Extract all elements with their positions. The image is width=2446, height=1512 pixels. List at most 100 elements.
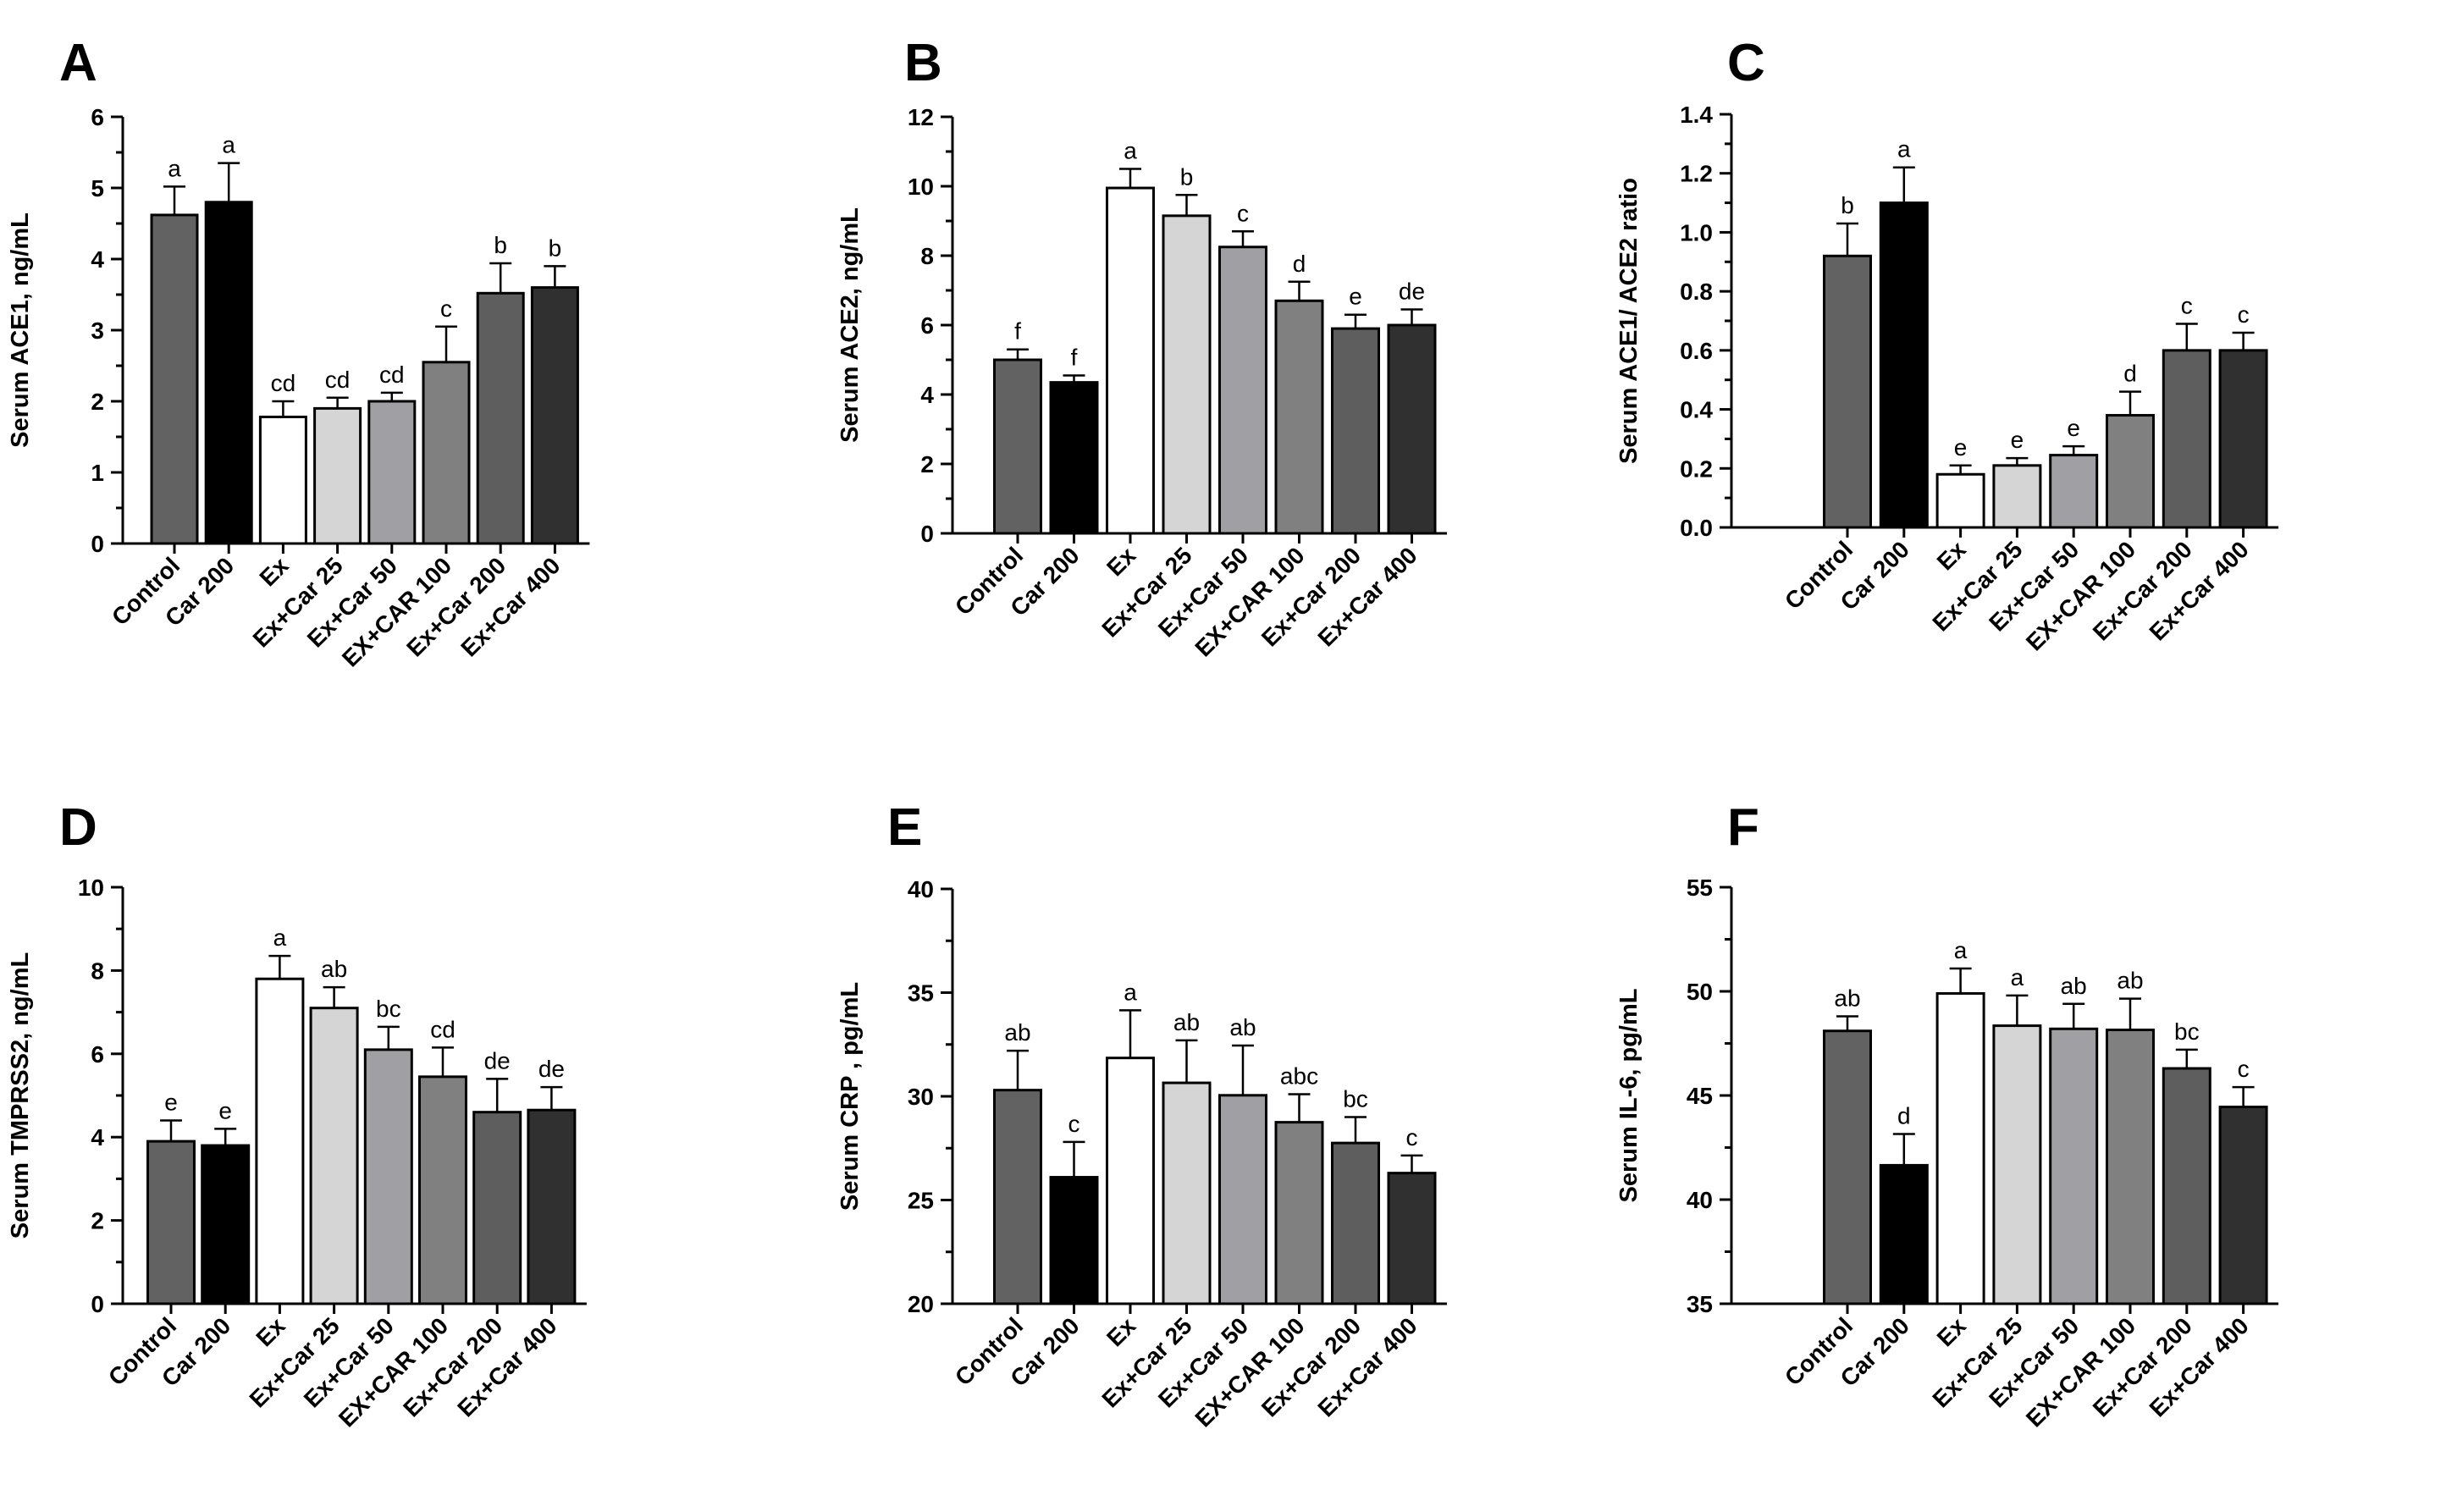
significance-label: ab xyxy=(1834,985,1860,1012)
bar xyxy=(2162,349,2211,529)
significance-label: de xyxy=(484,1047,511,1073)
significance-label: b xyxy=(494,232,507,258)
significance-label: abc xyxy=(1280,1063,1318,1090)
bar xyxy=(1879,1163,1929,1305)
bar xyxy=(1331,1141,1380,1305)
significance-label: f xyxy=(1071,344,1078,370)
bar xyxy=(363,1048,413,1305)
panel-letter: A xyxy=(59,34,97,92)
bar xyxy=(1387,323,1437,535)
y-axis-label: Serum ACE1, ng/mL xyxy=(7,212,34,448)
significance-label: b xyxy=(549,235,562,261)
significance-label: c xyxy=(2181,292,2193,318)
bar xyxy=(2106,414,2155,529)
bar xyxy=(1218,246,1267,535)
y-tick-label: 4 xyxy=(91,1124,104,1151)
y-tick-label: 0.4 xyxy=(1680,397,1713,423)
panel-letter: D xyxy=(59,798,97,857)
y-tick-label: 3 xyxy=(91,317,104,344)
bar xyxy=(1049,381,1099,535)
bar xyxy=(1823,254,1872,529)
significance-label: c xyxy=(2238,301,2250,328)
significance-label: ab xyxy=(2117,968,2143,994)
significance-label: de xyxy=(1399,279,1425,305)
x-tick-label: Ex xyxy=(1932,536,1971,575)
bar xyxy=(418,1075,467,1305)
y-tick-label: 4 xyxy=(920,382,934,408)
y-tick-label: 8 xyxy=(920,243,934,269)
bar xyxy=(1162,214,1212,535)
y-tick-label: 55 xyxy=(1687,875,1713,901)
y-tick-label: 6 xyxy=(91,1041,104,1068)
bar xyxy=(2106,1029,2155,1305)
y-tick-label: 35 xyxy=(908,980,934,1007)
bar xyxy=(422,361,471,545)
panel-d: D Serum TMPRSS2, ng/mL e e a ab bc cd de de 0 2 4 6 8 1… xyxy=(7,798,587,1432)
y-tick-label: 2 xyxy=(920,451,934,477)
bar xyxy=(1992,1024,2042,1305)
x-tick-label: Ex xyxy=(1932,1312,1971,1351)
significance-label: d xyxy=(1293,251,1306,277)
significance-label: bc xyxy=(2174,1018,2200,1045)
significance-label: bc xyxy=(1343,1086,1368,1112)
y-axis-label: Serum CRP , pg/mL xyxy=(836,982,864,1211)
y-tick-label: 0.8 xyxy=(1680,279,1713,305)
y-tick-label: 0 xyxy=(91,1291,104,1317)
y-tick-label: 10 xyxy=(78,875,104,901)
significance-label: a xyxy=(222,132,235,158)
y-tick-label: 40 xyxy=(908,876,934,902)
y-tick-label: 6 xyxy=(91,104,104,130)
significance-label: d xyxy=(1897,1103,1911,1129)
bar xyxy=(1274,299,1324,535)
bar xyxy=(1935,991,1985,1305)
significance-label: a xyxy=(1897,136,1911,163)
significance-label: ab xyxy=(1229,1014,1256,1040)
bar xyxy=(201,1144,251,1305)
bar xyxy=(367,400,417,545)
significance-label: c xyxy=(2238,1056,2250,1082)
significance-label: b xyxy=(1180,163,1194,190)
y-tick-label: 20 xyxy=(908,1291,934,1317)
y-tick-label: 0.0 xyxy=(1680,515,1713,541)
significance-label: a xyxy=(273,924,287,951)
y-tick-label: 0.2 xyxy=(1680,455,1713,482)
bar xyxy=(2049,454,2099,529)
bar xyxy=(527,1108,577,1305)
bar xyxy=(1387,1172,1437,1305)
x-tick-label: Ex xyxy=(1102,1312,1140,1351)
panel-c: C Serum ACE1/ ACE2 ratio b a e e e d c c 0.0 0.2 0.4… xyxy=(1615,34,2279,656)
panel-letter: E xyxy=(887,798,922,857)
y-tick-label: 35 xyxy=(1687,1291,1713,1317)
bar xyxy=(1162,1081,1212,1305)
panel-f: F Serum IL-6, pg/mL ab d a a ab ab bc c 35 40 45 50 55… xyxy=(1615,798,2279,1432)
bar xyxy=(2218,1106,2268,1305)
y-tick-label: 50 xyxy=(1687,979,1713,1005)
y-tick-label: 2 xyxy=(91,1208,104,1234)
y-axis-label: Serum TMPRSS2, ng/mL xyxy=(7,952,34,1239)
y-tick-label: 25 xyxy=(908,1188,934,1214)
significance-label: cd xyxy=(379,361,405,388)
significance-label: a xyxy=(1124,138,1137,164)
panel-letter: F xyxy=(1727,798,1759,857)
significance-label: f xyxy=(1014,318,1021,345)
significance-label: cd xyxy=(430,1016,456,1042)
significance-label: a xyxy=(168,155,181,181)
bar xyxy=(2049,1027,2099,1305)
y-tick-label: 8 xyxy=(91,957,104,984)
bar xyxy=(1218,1094,1267,1305)
significance-label: cd xyxy=(271,370,296,396)
significance-label: c xyxy=(1406,1124,1418,1151)
y-tick-label: 5 xyxy=(91,175,104,201)
bar xyxy=(146,1140,196,1305)
significance-label: ab xyxy=(321,956,347,982)
significance-label: c xyxy=(440,295,452,322)
bar xyxy=(204,201,253,545)
y-tick-label: 40 xyxy=(1687,1187,1713,1213)
significance-label: e xyxy=(1349,284,1362,310)
significance-label: e xyxy=(164,1090,178,1116)
bar xyxy=(1106,186,1155,535)
bar xyxy=(258,415,307,545)
